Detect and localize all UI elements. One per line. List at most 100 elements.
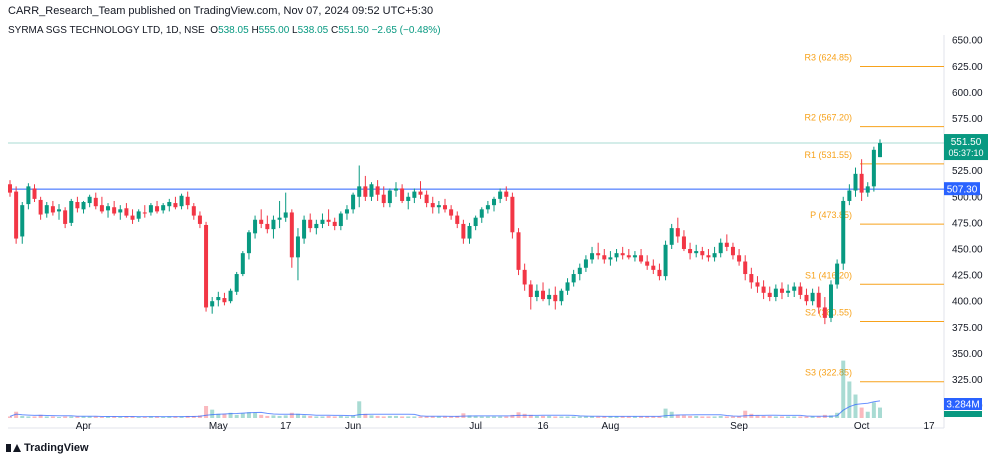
- close-label: C: [330, 25, 339, 36]
- candle-body: [749, 274, 754, 283]
- candle-body: [620, 253, 625, 256]
- candle-body: [406, 196, 411, 201]
- candle-body: [810, 292, 815, 302]
- volume-bar: [357, 401, 362, 418]
- candle-body: [179, 195, 184, 207]
- volume-bar: [387, 415, 392, 418]
- volume-bar: [295, 413, 300, 418]
- publish-caption: CARR_Research_Team published on TradingV…: [8, 5, 434, 17]
- candle-body: [492, 198, 497, 206]
- candle-body: [332, 221, 337, 227]
- candle-body: [185, 196, 190, 206]
- volume-bar: [216, 413, 221, 418]
- candle-body: [639, 255, 644, 262]
- candle-body: [381, 194, 386, 204]
- candle-body: [645, 261, 650, 266]
- candle-body: [142, 212, 147, 214]
- volume-bar: [69, 416, 74, 418]
- volume-bar: [167, 416, 172, 418]
- candle-body: [412, 191, 417, 198]
- candle-body: [694, 251, 699, 254]
- volume-bar: [369, 415, 374, 418]
- candle-body: [737, 255, 742, 262]
- candle-body: [590, 253, 595, 260]
- candle-body: [553, 294, 558, 302]
- y-tick-label: 400.00: [952, 297, 983, 308]
- candle-body: [8, 184, 12, 193]
- candle-body: [675, 228, 680, 237]
- candle-body: [583, 259, 588, 268]
- volume-bar: [8, 416, 12, 418]
- pivot-label-r3: R3 (624.85): [804, 52, 852, 62]
- high-label: H: [251, 25, 259, 36]
- y-tick-label: 650.00: [952, 36, 983, 47]
- volume-bar: [804, 416, 809, 418]
- volume-bar: [602, 416, 607, 418]
- candle-body: [467, 226, 472, 239]
- candle-body: [271, 219, 276, 230]
- volume-bar: [118, 416, 123, 418]
- candle-body: [375, 186, 380, 195]
- candle-body: [443, 205, 447, 210]
- volume-bar: [712, 416, 717, 418]
- volume-bar: [724, 416, 729, 418]
- x-tick-label: Oct: [854, 421, 870, 432]
- candle-body: [565, 282, 570, 291]
- volume-bar: [351, 415, 356, 418]
- close-value: 551.50: [338, 25, 369, 36]
- candle-body: [681, 236, 686, 249]
- candle-body: [510, 196, 515, 233]
- candle-body: [847, 190, 852, 201]
- tradingview-logo[interactable]: TradingView: [6, 442, 89, 454]
- y-tick-label: 350.00: [952, 349, 983, 360]
- volume-bar: [326, 415, 331, 418]
- pivot-label-p: P (473.85): [810, 210, 852, 220]
- volume-bar: [620, 416, 625, 418]
- candle-body: [204, 224, 209, 308]
- volume-bar: [792, 416, 797, 418]
- candle-body: [755, 282, 760, 287]
- candle-body: [50, 206, 55, 213]
- volume-bar: [626, 416, 631, 418]
- x-tick-label: 17: [280, 421, 292, 432]
- symbol-name[interactable]: SYRMA SGS TECHNOLOGY LTD, 1D, NSE: [8, 25, 205, 36]
- x-tick-label: Apr: [76, 421, 92, 432]
- volume-bar: [632, 416, 637, 418]
- volume-bar: [730, 416, 735, 418]
- volume-bar: [479, 416, 484, 418]
- volume-bar: [681, 415, 686, 418]
- candle-body: [841, 200, 846, 264]
- candle-body: [773, 288, 778, 298]
- candle-body: [865, 186, 870, 193]
- candle-body: [596, 253, 601, 256]
- price-tag-countdown: 05:37:10: [948, 148, 983, 158]
- candle-body: [283, 212, 288, 218]
- candle-body: [57, 209, 62, 212]
- volume-bar: [271, 415, 276, 418]
- volume-bar: [253, 412, 258, 418]
- volume-bar: [810, 416, 815, 418]
- volume-bar: [443, 416, 447, 418]
- y-tick-label: 450.00: [952, 244, 983, 255]
- candle-body: [363, 186, 368, 197]
- low-label: L: [292, 25, 298, 36]
- candle-body: [424, 194, 429, 204]
- candle-body: [730, 246, 735, 256]
- volume-bar: [57, 416, 62, 418]
- candle-body: [393, 188, 398, 191]
- volume-bar: [773, 416, 778, 418]
- volume-bar: [400, 416, 405, 418]
- candle-body: [614, 253, 619, 258]
- change-value: −2.65 (−0.48%): [371, 25, 441, 36]
- candle-body: [173, 203, 178, 208]
- volume-bar: [155, 416, 160, 418]
- volume-bar: [26, 416, 31, 418]
- volume-tag-2: [944, 411, 982, 417]
- candle-body: [302, 219, 307, 239]
- y-tick-label: 625.00: [952, 62, 983, 73]
- volume-bar: [430, 416, 435, 418]
- volume-tag: [944, 398, 982, 410]
- candle-body: [498, 191, 503, 199]
- volume-bar: [173, 416, 178, 418]
